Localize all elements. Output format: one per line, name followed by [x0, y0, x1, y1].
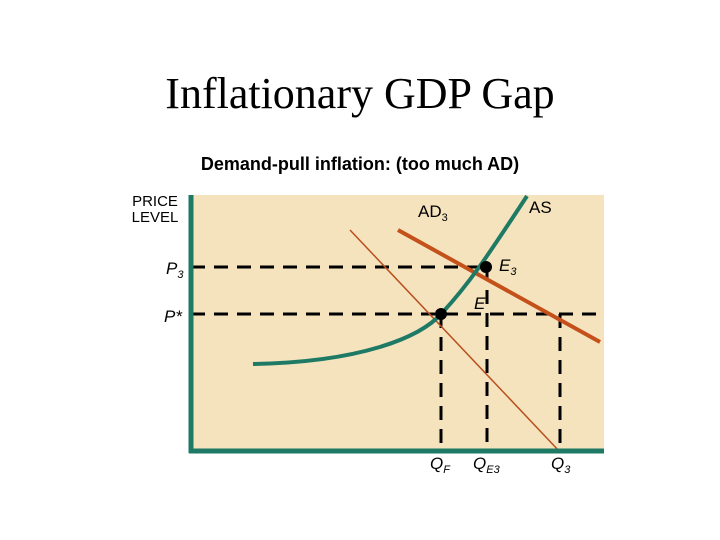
q3-label: Q3 — [551, 454, 571, 476]
e3-label-sub: 3 — [510, 266, 517, 278]
ad3-label-sub: 3 — [442, 212, 448, 224]
qf-label: QF — [430, 454, 451, 476]
ad-original-curve — [349, 229, 561, 453]
e3-label: E3 — [499, 256, 517, 278]
qe3-label: QE3 — [473, 454, 501, 476]
y-axis-label-line2: LEVEL — [131, 209, 179, 226]
e3-label-main: E — [499, 256, 511, 275]
plot-area — [191, 195, 604, 453]
qe3-label-main: Q — [473, 454, 486, 473]
y-axis-label-line1: PRICE — [132, 193, 178, 210]
e3-point — [480, 261, 492, 273]
ad3-curve — [397, 228, 601, 344]
y-axis-label: PRICE LEVEL — [118, 194, 192, 226]
ad3-label: AD3 — [418, 202, 448, 224]
p3-label-main: P — [166, 259, 178, 278]
pstar-label: P* — [164, 307, 183, 326]
e-point — [435, 308, 447, 320]
q3-label-main: Q — [551, 454, 564, 473]
p3-label-sub: 3 — [177, 269, 184, 281]
e-label: E — [474, 294, 486, 313]
qf-label-sub: F — [443, 464, 451, 476]
qf-label-main: Q — [430, 454, 443, 473]
q3-label-sub: 3 — [564, 464, 571, 476]
slide-title: Inflationary GDP Gap — [165, 69, 555, 118]
qe3-label-sub: E3 — [486, 464, 500, 476]
slide-subtitle: Demand-pull inflation: (too much AD) — [200, 154, 520, 174]
as-label: AS — [529, 198, 552, 217]
p3-label: P3 — [166, 259, 184, 281]
ad3-label-main: AD — [418, 202, 442, 221]
